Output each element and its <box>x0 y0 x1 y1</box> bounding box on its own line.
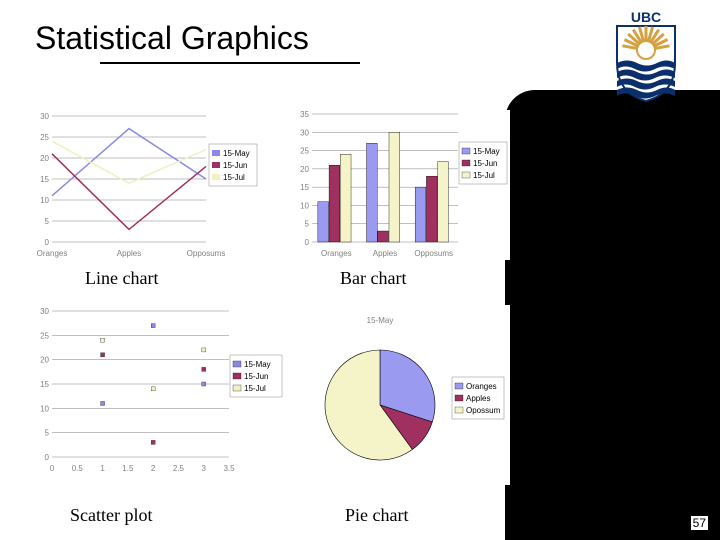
svg-text:35: 35 <box>300 110 309 119</box>
svg-text:30: 30 <box>300 128 309 137</box>
bar-chart: 0 5 10 15 20 25 30 35 Oranges Apples Opposums 15-Ma… <box>290 110 510 260</box>
svg-text:25: 25 <box>40 133 49 142</box>
svg-text:Oranges: Oranges <box>321 249 352 258</box>
page-title: Statistical Graphics <box>35 20 309 57</box>
svg-text:UBC: UBC <box>631 9 661 25</box>
svg-text:3.5: 3.5 <box>223 464 235 473</box>
svg-text:15: 15 <box>300 183 309 192</box>
svg-text:1: 1 <box>100 464 105 473</box>
scatter-plot-label: Scatter plot <box>70 505 152 526</box>
line-chart-label: Line chart <box>85 268 158 289</box>
svg-text:20: 20 <box>40 154 49 163</box>
svg-text:15-May: 15-May <box>473 147 500 156</box>
svg-text:Oranges: Oranges <box>37 249 68 258</box>
svg-text:10: 10 <box>40 404 49 413</box>
pie-chart-label: Pie chart <box>345 505 408 526</box>
svg-text:30: 30 <box>40 307 49 316</box>
ubc-logo: UBC <box>607 8 685 103</box>
svg-text:2: 2 <box>151 464 156 473</box>
svg-text:0.5: 0.5 <box>72 464 84 473</box>
svg-text:Apples: Apples <box>466 394 490 403</box>
svg-text:Apples: Apples <box>373 249 397 258</box>
svg-text:15-May: 15-May <box>223 149 250 158</box>
svg-text:Opposums: Opposums <box>414 249 453 258</box>
svg-text:15-May: 15-May <box>367 316 394 325</box>
bar-chart-label: Bar chart <box>340 268 406 289</box>
svg-text:20: 20 <box>40 356 49 365</box>
pie-chart: 15-May Oranges Apples Opossum <box>300 305 510 485</box>
svg-text:30: 30 <box>40 112 49 121</box>
svg-text:15-Jun: 15-Jun <box>244 372 268 381</box>
svg-text:15-Jun: 15-Jun <box>473 159 497 168</box>
svg-text:10: 10 <box>40 196 49 205</box>
line-chart: 0 5 10 15 20 25 30 Oranges Apples Opposums 15-May 1… <box>30 110 260 260</box>
svg-text:25: 25 <box>300 147 309 156</box>
svg-text:15-Jun: 15-Jun <box>223 161 247 170</box>
svg-text:15-Jul: 15-Jul <box>473 171 495 180</box>
svg-text:1.5: 1.5 <box>122 464 134 473</box>
scatter-plot: 0 5 10 15 20 25 30 0 0.5 1 1.5 2 2.5 3 3.5 15-May 15-Jun… <box>30 305 285 475</box>
svg-text:15-Jul: 15-Jul <box>244 384 266 393</box>
svg-text:15: 15 <box>40 175 49 184</box>
svg-text:20: 20 <box>300 165 309 174</box>
svg-text:15-May: 15-May <box>244 360 271 369</box>
svg-text:0: 0 <box>45 453 50 462</box>
svg-text:Apples: Apples <box>117 249 141 258</box>
svg-text:Oranges: Oranges <box>466 382 497 391</box>
svg-text:5: 5 <box>305 220 310 229</box>
svg-text:15-Jul: 15-Jul <box>223 173 245 182</box>
svg-text:Opossum: Opossum <box>466 406 501 415</box>
svg-text:3: 3 <box>201 464 206 473</box>
svg-text:10: 10 <box>300 201 309 210</box>
title-underline <box>100 62 360 64</box>
svg-text:0: 0 <box>305 238 310 247</box>
svg-text:2.5: 2.5 <box>173 464 185 473</box>
svg-text:5: 5 <box>45 429 50 438</box>
page-number: 57 <box>691 516 708 530</box>
svg-text:0: 0 <box>50 464 55 473</box>
svg-text:5: 5 <box>45 217 50 226</box>
svg-text:15: 15 <box>40 380 49 389</box>
dark-side-panel <box>505 90 720 540</box>
svg-text:25: 25 <box>40 331 49 340</box>
svg-text:0: 0 <box>45 238 50 247</box>
svg-text:Opposums: Opposums <box>187 249 226 258</box>
